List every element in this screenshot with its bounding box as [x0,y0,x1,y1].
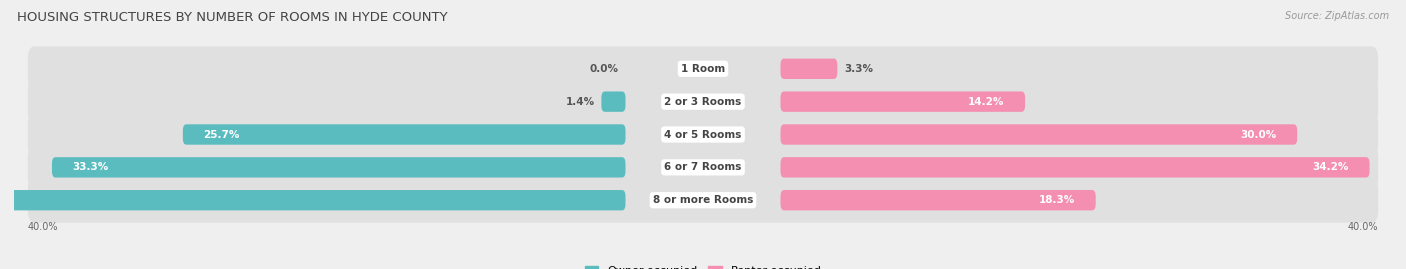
Text: 2 or 3 Rooms: 2 or 3 Rooms [665,97,741,107]
FancyBboxPatch shape [780,59,838,79]
Text: Source: ZipAtlas.com: Source: ZipAtlas.com [1285,11,1389,21]
FancyBboxPatch shape [183,124,626,145]
FancyBboxPatch shape [28,46,1378,91]
Text: HOUSING STRUCTURES BY NUMBER OF ROOMS IN HYDE COUNTY: HOUSING STRUCTURES BY NUMBER OF ROOMS IN… [17,11,447,24]
FancyBboxPatch shape [28,79,1378,124]
Legend: Owner-occupied, Renter-occupied: Owner-occupied, Renter-occupied [581,261,825,269]
Text: 8 or more Rooms: 8 or more Rooms [652,195,754,205]
Text: 14.2%: 14.2% [969,97,1004,107]
FancyBboxPatch shape [28,178,1378,223]
FancyBboxPatch shape [780,190,1095,210]
FancyBboxPatch shape [0,190,626,210]
FancyBboxPatch shape [780,91,1025,112]
FancyBboxPatch shape [28,145,1378,190]
Text: 34.2%: 34.2% [1313,162,1348,172]
Text: 6 or 7 Rooms: 6 or 7 Rooms [664,162,742,172]
Text: 40.0%: 40.0% [28,222,58,232]
FancyBboxPatch shape [780,124,1298,145]
FancyBboxPatch shape [602,91,626,112]
Text: 40.0%: 40.0% [1348,222,1378,232]
Text: 18.3%: 18.3% [1039,195,1076,205]
Text: 0.0%: 0.0% [589,64,619,74]
FancyBboxPatch shape [28,112,1378,157]
FancyBboxPatch shape [52,157,626,178]
Text: 33.3%: 33.3% [73,162,108,172]
Text: 25.7%: 25.7% [204,129,240,140]
Text: 3.3%: 3.3% [844,64,873,74]
Text: 30.0%: 30.0% [1240,129,1277,140]
Text: 4 or 5 Rooms: 4 or 5 Rooms [664,129,742,140]
Text: 1.4%: 1.4% [565,97,595,107]
Text: 1 Room: 1 Room [681,64,725,74]
FancyBboxPatch shape [780,157,1369,178]
